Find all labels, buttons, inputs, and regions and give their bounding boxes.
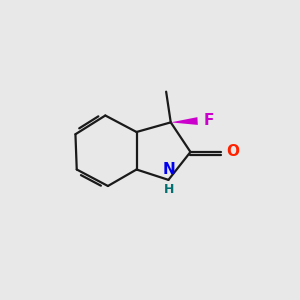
Polygon shape [171,117,198,125]
Text: O: O [226,144,239,159]
Text: F: F [204,112,214,128]
Text: N: N [163,162,176,177]
Text: H: H [164,183,174,196]
